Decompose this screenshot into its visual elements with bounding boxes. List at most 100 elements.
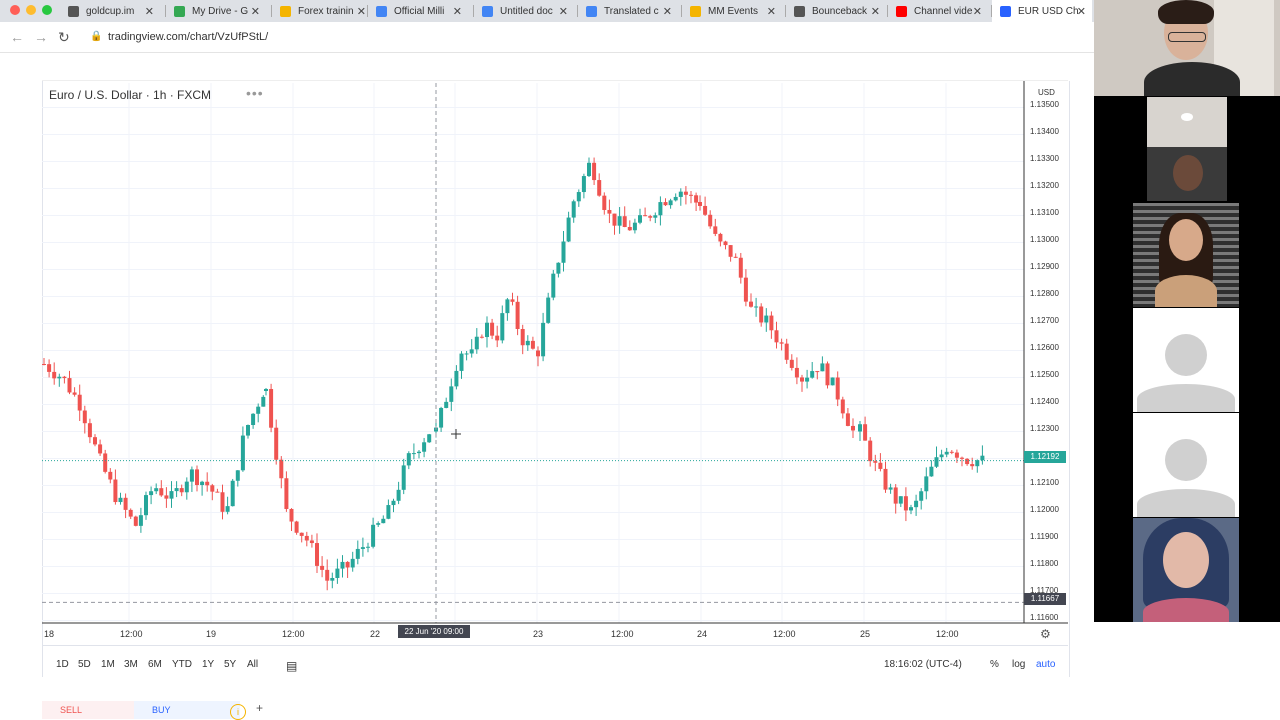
candle-body [67, 378, 72, 393]
close-tab-icon[interactable]: ✕ [250, 5, 260, 18]
participant-tile-6[interactable] [1133, 518, 1239, 622]
range-button-5y[interactable]: 5Y [224, 659, 237, 670]
close-tab-icon[interactable]: ✕ [452, 5, 462, 18]
candle-body [200, 481, 205, 486]
chart-grid [42, 83, 1024, 623]
candle-body [612, 213, 617, 226]
candle-body [873, 461, 878, 463]
close-tab-icon[interactable]: ✕ [558, 5, 568, 18]
browser-tab[interactable]: My Drive - G ✕ [166, 0, 266, 22]
candle-body [386, 505, 391, 519]
participant-tile-4[interactable] [1133, 308, 1239, 412]
candle-body [888, 487, 893, 490]
candle-body [103, 453, 108, 472]
log-toggle[interactable]: log [1012, 659, 1026, 670]
close-tab-icon[interactable]: ✕ [144, 5, 154, 18]
candle-body [909, 507, 913, 511]
time-axis-label: 22 [370, 629, 381, 639]
browser-tab[interactable]: MM Events ✕ [682, 0, 782, 22]
tab-title: Forex trainin [298, 5, 354, 17]
range-button-ytd[interactable]: YTD [172, 659, 192, 670]
candle-body [949, 451, 954, 453]
browser-tab[interactable]: Official Milli ✕ [368, 0, 468, 22]
range-button-6m[interactable]: 6M [148, 659, 162, 670]
candle-body [525, 340, 530, 346]
candle-body [77, 394, 82, 411]
candle-body [643, 215, 648, 217]
more-options-icon[interactable]: ••• [246, 85, 264, 101]
candle-body [230, 480, 235, 507]
price-axis-label: 1.13300 [1030, 154, 1059, 163]
plus-icon[interactable]: + [256, 701, 264, 715]
candle-body [678, 191, 683, 197]
browser-tab[interactable]: Channel vide ✕ [888, 0, 988, 22]
url-text[interactable]: tradingview.com/chart/VzUfPStL/ [108, 31, 269, 43]
participant-tile-3[interactable] [1133, 203, 1239, 307]
sell-button[interactable]: SELL [42, 701, 148, 719]
participant-tile-2[interactable] [1147, 97, 1227, 201]
candlestick-chart[interactable] [0, 53, 1094, 653]
browser-tab[interactable]: Translated c ✕ [578, 0, 678, 22]
time-axis-label: 12:00 [120, 629, 143, 639]
candle-body [658, 202, 663, 216]
close-tab-icon[interactable]: ✕ [766, 5, 776, 18]
candle-body [149, 491, 154, 496]
tab-favicon-icon [896, 5, 907, 17]
browser-tab-bar: goldcup.im ✕ My Drive - G ✕ Forex trainin ✕ Of… [0, 0, 1094, 22]
close-tab-icon[interactable]: ✕ [662, 5, 672, 18]
candle-body [794, 367, 799, 378]
candle-body [108, 471, 113, 480]
candle-body [779, 342, 784, 344]
range-button-3m[interactable]: 3M [124, 659, 138, 670]
browser-tab[interactable]: Untitled doc ✕ [474, 0, 574, 22]
buy-button[interactable]: BUY [134, 701, 240, 719]
tab-separator [577, 5, 578, 17]
minimize-window-dot[interactable] [26, 5, 36, 15]
range-button-1m[interactable]: 1M [101, 659, 115, 670]
close-tab-icon[interactable]: ✕ [870, 5, 880, 18]
candle-body [556, 262, 561, 274]
reload-icon[interactable]: ↻ [58, 29, 70, 45]
participant-tile-speaker[interactable] [1094, 0, 1280, 96]
percent-toggle[interactable]: % [990, 659, 999, 670]
range-button-all[interactable]: All [247, 659, 259, 670]
candle-body [883, 468, 888, 490]
settings-gear-icon[interactable]: ⚙ [1040, 627, 1051, 641]
participant-tile-5[interactable] [1133, 413, 1239, 517]
browser-tab[interactable]: Forex trainin ✕ [272, 0, 372, 22]
range-button-5d[interactable]: 5D [78, 659, 91, 670]
current-price-tag: 1.12192 [1024, 451, 1066, 463]
chart-frame [42, 81, 1070, 677]
tab-title: Bounceback [812, 5, 868, 17]
browser-tab[interactable]: EUR USD Ch ✕ [992, 0, 1092, 22]
tab-title: Channel vide [914, 5, 973, 17]
back-icon[interactable]: ← [10, 29, 24, 45]
date-range-icon[interactable]: ▤ [286, 659, 298, 673]
candle-body [663, 202, 668, 206]
close-window-dot[interactable] [10, 5, 20, 15]
price-axis-label: 1.13000 [1030, 235, 1059, 244]
close-tab-icon[interactable]: ✕ [356, 5, 366, 18]
price-axis-label: 1.12900 [1030, 262, 1059, 271]
candle-body [774, 330, 779, 343]
browser-tab[interactable]: Bounceback ✕ [786, 0, 886, 22]
candle-body [138, 515, 143, 526]
range-button-1d[interactable]: 1D [56, 659, 69, 670]
close-tab-icon[interactable]: ✕ [972, 5, 982, 18]
auto-toggle[interactable]: auto [1036, 659, 1056, 670]
browser-tab[interactable]: goldcup.im ✕ [60, 0, 160, 22]
candle-body [474, 336, 479, 350]
candle-body [235, 470, 240, 481]
candle-body [632, 222, 637, 231]
candle-body [698, 202, 702, 206]
candle-body [863, 424, 868, 441]
candle-body [689, 194, 693, 196]
time-axis-label: 23 [533, 629, 544, 639]
maximize-window-dot[interactable] [42, 5, 52, 15]
info-icon[interactable]: i [230, 704, 246, 720]
candle-body [960, 457, 964, 459]
range-button-1y[interactable]: 1Y [202, 659, 215, 670]
candle-body [627, 226, 632, 231]
forward-icon[interactable]: → [34, 29, 48, 45]
close-tab-icon[interactable]: ✕ [1076, 5, 1086, 18]
